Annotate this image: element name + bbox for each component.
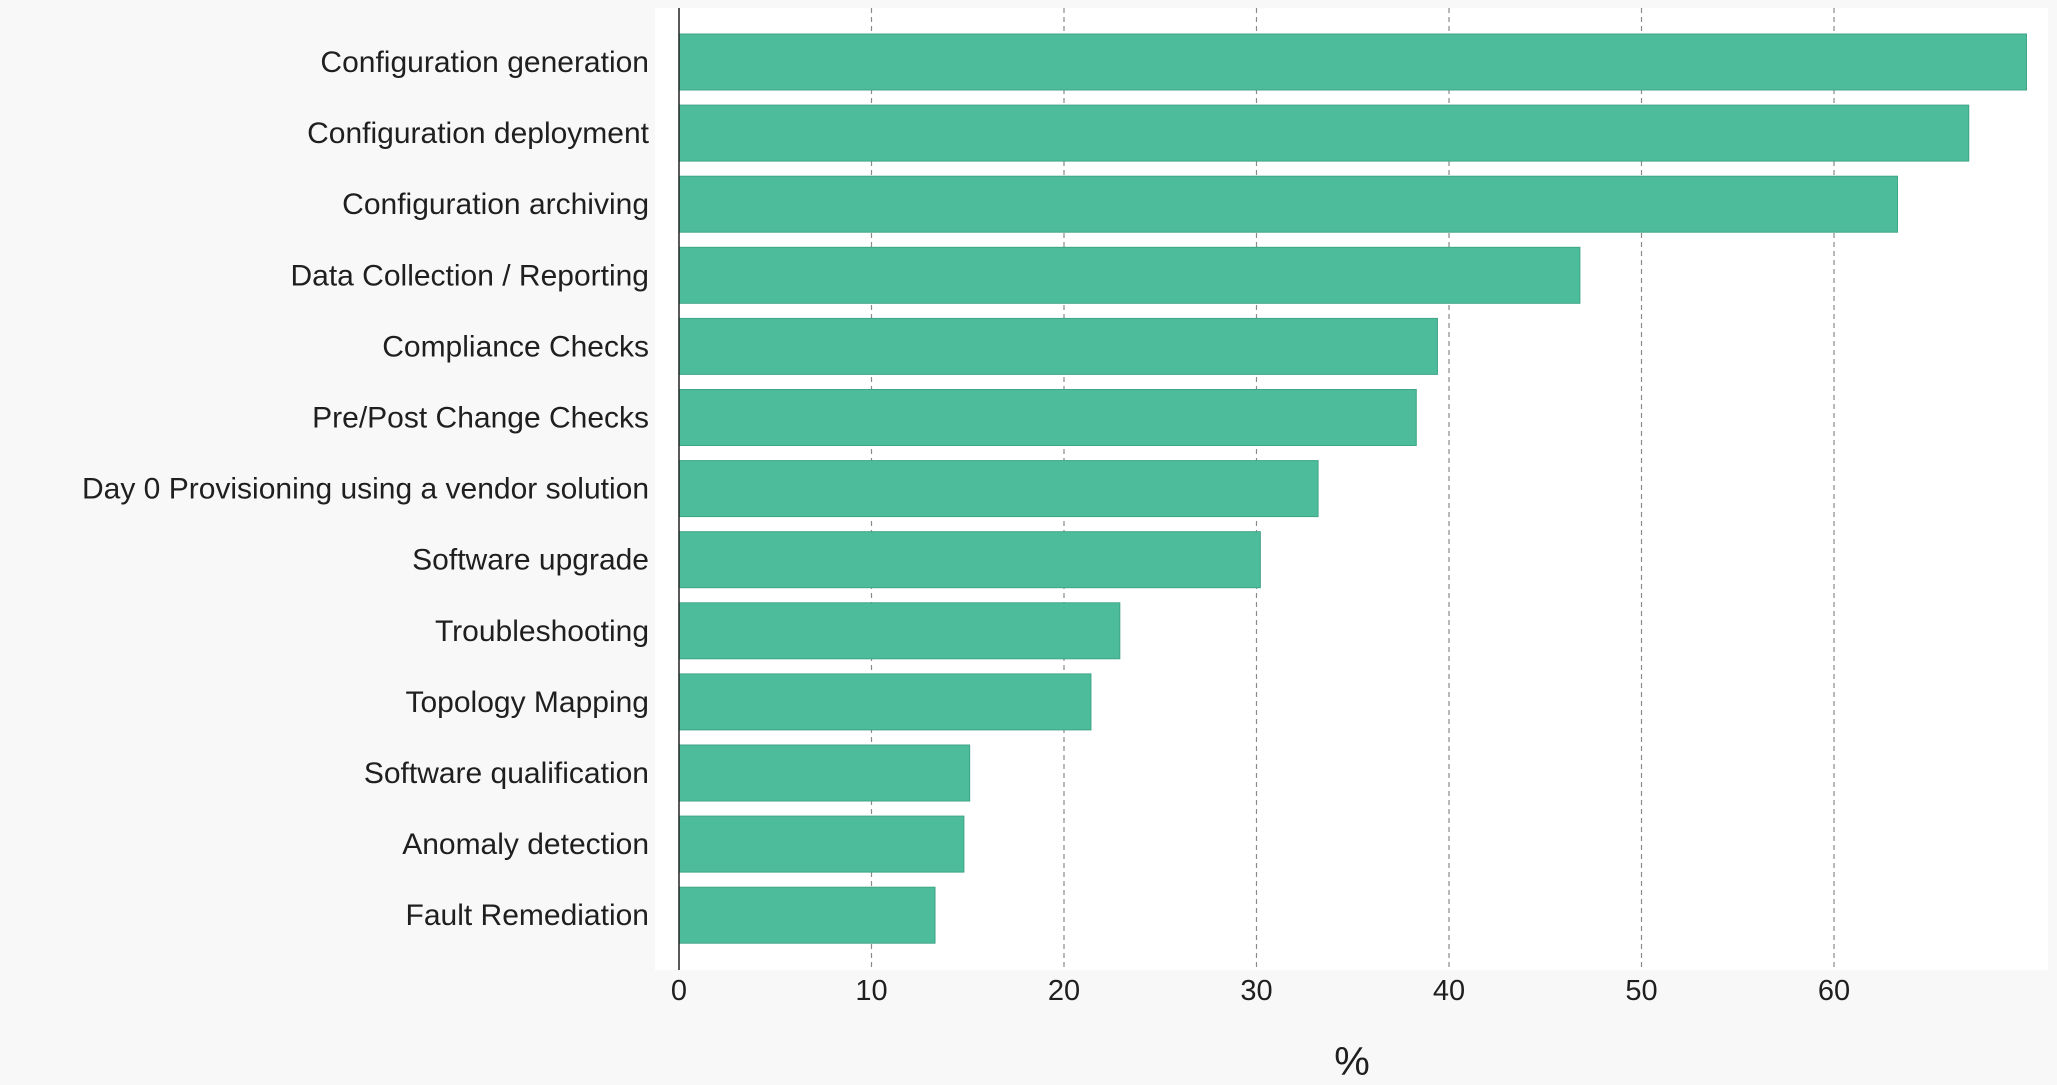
bar <box>678 531 1261 589</box>
bar <box>678 317 1438 375</box>
x-tick-label: 60 <box>1818 975 1850 1007</box>
x-axis-title: % <box>1334 1040 1370 1080</box>
bar <box>678 175 1899 233</box>
x-tick-labels: 0 10 20 30 40 50 60 <box>671 975 1850 1007</box>
category-label: Configuration deployment <box>307 117 650 150</box>
x-tick-label: 20 <box>1048 975 1080 1007</box>
x-tick-label: 50 <box>1625 975 1657 1007</box>
category-label: Fault Remediation <box>406 899 649 932</box>
category-label: Configuration generation <box>320 46 649 79</box>
bar <box>678 389 1417 446</box>
bar <box>678 246 1581 304</box>
bar <box>678 886 936 944</box>
category-label: Compliance Checks <box>382 330 649 363</box>
category-label: Day 0 Provisioning using a vendor soluti… <box>82 473 649 506</box>
bar <box>678 460 1319 518</box>
category-label: Troubleshooting <box>435 615 649 648</box>
category-label: Software upgrade <box>412 544 649 577</box>
x-tick-label: 40 <box>1433 975 1465 1007</box>
bar <box>678 815 965 873</box>
bar <box>678 602 1121 660</box>
category-label: Data Collection / Reporting <box>290 259 649 292</box>
bar <box>678 673 1092 731</box>
x-tick-label: 0 <box>671 975 687 1007</box>
category-label: Pre/Post Change Checks <box>312 402 649 435</box>
x-tick-label: 10 <box>855 975 887 1007</box>
bar <box>678 33 2027 91</box>
bar <box>678 104 1970 162</box>
bar <box>678 744 971 802</box>
category-label: Anomaly detection <box>402 828 649 861</box>
category-labels: Configuration generation Configuration de… <box>82 46 650 932</box>
category-label: Topology Mapping <box>405 686 649 719</box>
x-tick-label: 30 <box>1240 975 1272 1007</box>
category-label: Software qualification <box>364 757 649 790</box>
category-label: Configuration archiving <box>342 188 649 221</box>
bars <box>678 33 2027 944</box>
